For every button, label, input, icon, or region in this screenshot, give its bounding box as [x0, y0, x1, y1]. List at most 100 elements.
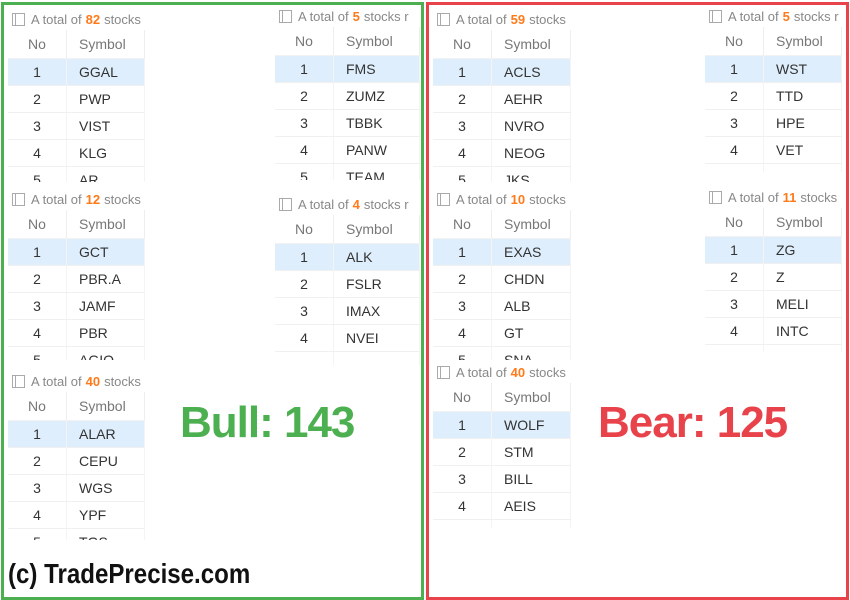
row-symbol[interactable]: ALK: [333, 243, 420, 271]
table-row[interactable]: 2 PBR.A: [8, 265, 145, 293]
table-row[interactable]: 5TGS: [8, 528, 145, 540]
table-row[interactable]: 4 NVEI: [275, 324, 420, 352]
row-symbol[interactable]: CHDN: [491, 265, 571, 293]
table-row[interactable]: 2 FSLR: [275, 270, 420, 298]
row-symbol[interactable]: FMS: [333, 55, 420, 83]
table-row[interactable]: [275, 351, 420, 365]
table-row[interactable]: 4 PANW: [275, 136, 420, 164]
row-symbol[interactable]: AEHR: [491, 85, 571, 113]
table-row[interactable]: 1 GCT: [8, 238, 145, 266]
row-symbol[interactable]: AGIO: [66, 346, 145, 360]
row-symbol[interactable]: SNA: [491, 346, 571, 360]
column-header-no[interactable]: No: [433, 210, 492, 239]
row-symbol[interactable]: Z: [763, 263, 842, 291]
table-row[interactable]: 5 AR: [8, 166, 145, 182]
table-row[interactable]: 1 WOLF: [433, 411, 571, 439]
column-header-symbol[interactable]: Symbol: [333, 27, 420, 56]
row-symbol[interactable]: VIST: [66, 112, 145, 140]
row-symbol[interactable]: KLG: [66, 139, 145, 167]
column-header-no[interactable]: No: [8, 392, 67, 421]
row-symbol[interactable]: INTC: [763, 317, 842, 345]
table-row[interactable]: 3 BILL: [433, 465, 571, 493]
row-symbol[interactable]: WST: [763, 55, 842, 83]
column-header-no[interactable]: No: [275, 27, 334, 56]
table-row[interactable]: 2 AEHR: [433, 85, 571, 113]
panel-toggle-icon[interactable]: [279, 9, 292, 23]
table-row[interactable]: 5 JKS: [433, 166, 571, 182]
table-row[interactable]: 1 ZG: [705, 236, 842, 264]
table-row[interactable]: 5 SNA: [433, 346, 571, 360]
table-row[interactable]: 4 VET: [705, 136, 842, 164]
table-row[interactable]: 2 ZUMZ: [275, 82, 420, 110]
table-row[interactable]: 2 STM: [433, 438, 571, 466]
table-row[interactable]: 3 IMAX: [275, 297, 420, 325]
row-symbol[interactable]: STM: [491, 438, 571, 466]
table-row[interactable]: 3 WGS: [8, 474, 145, 502]
row-symbol[interactable]: AEIS: [491, 492, 571, 520]
table-row[interactable]: 1 WST: [705, 55, 842, 83]
panel-toggle-icon[interactable]: [12, 12, 25, 26]
row-symbol[interactable]: NEOG: [491, 139, 571, 167]
row-symbol[interactable]: TBBK: [333, 109, 420, 137]
table-row[interactable]: 5VAL: [705, 163, 842, 172]
row-symbol[interactable]: GGAL: [66, 58, 145, 86]
table-row[interactable]: 3 HPE: [705, 109, 842, 137]
column-header-symbol[interactable]: Symbol: [66, 210, 145, 239]
column-header-symbol[interactable]: Symbol: [66, 30, 145, 59]
column-header-symbol[interactable]: Symbol: [491, 30, 571, 59]
panel-toggle-icon[interactable]: [279, 197, 292, 211]
row-symbol[interactable]: CEPU: [66, 447, 145, 475]
table-row[interactable]: 3 TBBK: [275, 109, 420, 137]
column-header-symbol[interactable]: Symbol: [491, 210, 571, 239]
column-header-symbol[interactable]: Symbol: [763, 27, 842, 56]
row-symbol[interactable]: JAMF: [66, 292, 145, 320]
row-symbol[interactable]: EXAS: [491, 238, 571, 266]
row-symbol[interactable]: YPF: [66, 501, 145, 529]
row-symbol[interactable]: [333, 351, 420, 365]
row-symbol[interactable]: BILL: [491, 465, 571, 493]
column-header-no[interactable]: No: [705, 27, 764, 56]
table-row[interactable]: 5KLIC: [433, 519, 571, 528]
table-row[interactable]: 5 AGIO: [8, 346, 145, 360]
column-header-symbol[interactable]: Symbol: [333, 215, 420, 244]
column-header-symbol[interactable]: Symbol: [66, 392, 145, 421]
table-row[interactable]: 3 MELI: [705, 290, 842, 318]
row-symbol[interactable]: NVEI: [333, 324, 420, 352]
row-symbol[interactable]: IMAX: [333, 297, 420, 325]
column-header-no[interactable]: No: [433, 383, 492, 412]
table-row[interactable]: 4 GT: [433, 319, 571, 347]
table-row[interactable]: 2 CEPU: [8, 447, 145, 475]
row-symbol[interactable]: WGS: [66, 474, 145, 502]
row-symbol[interactable]: ACLS: [491, 58, 571, 86]
row-symbol[interactable]: EPAM: [763, 344, 842, 352]
column-header-symbol[interactable]: Symbol: [491, 383, 571, 412]
row-symbol[interactable]: MELI: [763, 290, 842, 318]
table-row[interactable]: 4 KLG: [8, 139, 145, 167]
row-symbol[interactable]: AR: [66, 166, 145, 182]
row-symbol[interactable]: TTD: [763, 82, 842, 110]
row-symbol[interactable]: VAL: [763, 163, 842, 172]
column-header-symbol[interactable]: Symbol: [763, 208, 842, 237]
row-symbol[interactable]: NVRO: [491, 112, 571, 140]
row-symbol[interactable]: ALAR: [66, 420, 145, 448]
table-row[interactable]: 4 YPF: [8, 501, 145, 529]
row-symbol[interactable]: TEAM: [333, 163, 420, 180]
row-symbol[interactable]: JKS: [491, 166, 571, 182]
row-symbol[interactable]: PWP: [66, 85, 145, 113]
column-header-no[interactable]: No: [275, 215, 334, 244]
column-header-no[interactable]: No: [705, 208, 764, 237]
row-symbol[interactable]: PANW: [333, 136, 420, 164]
row-symbol[interactable]: WOLF: [491, 411, 571, 439]
column-header-no[interactable]: No: [8, 30, 67, 59]
table-row[interactable]: 2 CHDN: [433, 265, 571, 293]
column-header-no[interactable]: No: [8, 210, 67, 239]
table-row[interactable]: 4 NEOG: [433, 139, 571, 167]
table-row[interactable]: 4 INTC: [705, 317, 842, 345]
table-row[interactable]: 1 EXAS: [433, 238, 571, 266]
table-row[interactable]: 1 FMS: [275, 55, 420, 83]
panel-toggle-icon[interactable]: [709, 9, 722, 23]
row-symbol[interactable]: GT: [491, 319, 571, 347]
table-row[interactable]: 2 PWP: [8, 85, 145, 113]
column-header-no[interactable]: No: [433, 30, 492, 59]
